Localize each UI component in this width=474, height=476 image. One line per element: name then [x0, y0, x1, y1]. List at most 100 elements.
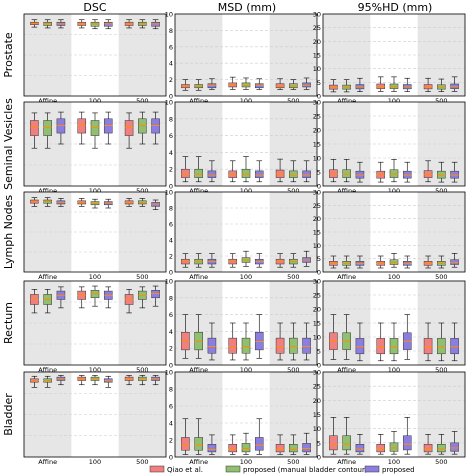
- box: [289, 170, 298, 178]
- y-tick-label: 10: [313, 425, 321, 433]
- panel-frame: [174, 13, 318, 97]
- panel-frame: [174, 371, 318, 458]
- box: [207, 444, 217, 453]
- y-tick-label: 2: [169, 166, 173, 174]
- col-title-95hd: 95%HD (mm): [358, 1, 433, 14]
- y-tick-label: 25: [313, 383, 321, 391]
- box: [228, 444, 238, 453]
- panel-frame: [23, 191, 167, 273]
- box: [376, 444, 386, 453]
- x-group-label: Affine: [337, 366, 356, 374]
- panel-frame: [174, 191, 318, 273]
- box: [241, 337, 251, 354]
- box: [302, 337, 311, 354]
- y-tick-label: 20: [313, 127, 321, 135]
- box: [402, 435, 412, 451]
- box: [437, 338, 446, 355]
- column-titles: DSC MSD (mm) 95%HD (mm): [83, 1, 432, 14]
- row-title: Rectum: [2, 302, 15, 344]
- y-tick-label: 4: [169, 60, 173, 68]
- x-group-label: 100: [89, 458, 101, 466]
- row-title: Lymph Nodes: [2, 195, 15, 270]
- x-group-label: 500: [136, 366, 148, 374]
- box: [30, 120, 39, 136]
- x-group-label: 500: [435, 97, 447, 105]
- x-group-label: Affine: [189, 273, 208, 281]
- x-group-label: Affine: [189, 97, 208, 105]
- x-group-label: 100: [240, 273, 252, 281]
- x-group-label: 500: [287, 273, 299, 281]
- box: [289, 444, 298, 453]
- box: [437, 444, 446, 453]
- y-tick-label: 5: [317, 348, 321, 356]
- x-group-label: Affine: [189, 187, 208, 195]
- x-group-label: 500: [435, 187, 447, 195]
- y-tick-label: 2: [169, 253, 173, 261]
- x-group-label: Affine: [38, 366, 57, 374]
- y-tick-label: 8: [169, 205, 173, 213]
- y-tick-label: 10: [313, 155, 321, 163]
- y-tick-label: 0: [317, 93, 321, 101]
- legend-swatch: [225, 465, 241, 473]
- x-group-label: 100: [388, 273, 400, 281]
- panel: 0 5 10 15 20 25 30 Affine 100 500: [313, 369, 466, 466]
- x-group-label: 100: [388, 187, 400, 195]
- x-group-label: Affine: [337, 458, 356, 466]
- x-group-label: 500: [435, 366, 447, 374]
- y-tick-label: 4: [169, 328, 173, 336]
- y-tick-label: 5: [317, 79, 321, 87]
- panel-frame: [23, 101, 167, 187]
- y-tick-label: 30: [313, 11, 321, 19]
- y-tick-label: 25: [313, 24, 321, 32]
- legend-label: proposed (manual bladder contour): [243, 466, 368, 474]
- y-tick-label: 10: [165, 278, 173, 286]
- y-tick-label: 8: [169, 27, 173, 35]
- x-group-label: 500: [136, 187, 148, 195]
- box: [207, 170, 217, 178]
- box: [275, 444, 285, 453]
- box: [355, 444, 365, 453]
- x-group-label: 500: [287, 458, 299, 466]
- panel: 0 5 10 15 20 25 30 Affine 100 500: [313, 11, 466, 105]
- row-title: Seminal Vesicles: [2, 98, 15, 190]
- x-group-label: 100: [388, 97, 400, 105]
- legend-swatch: [149, 465, 165, 473]
- x-group-label: Affine: [337, 187, 356, 195]
- y-tick-label: 8: [169, 115, 173, 123]
- x-group-label: 100: [388, 458, 400, 466]
- y-tick-label: 4: [169, 420, 173, 428]
- y-tick-label: 30: [313, 369, 321, 377]
- x-group-label: Affine: [337, 97, 356, 105]
- box: [450, 442, 459, 452]
- y-tick-label: 20: [313, 306, 321, 314]
- panel: Affine 100 500: [23, 371, 167, 466]
- panel: Affine 100 500: [23, 280, 167, 374]
- y-tick-label: 8: [169, 294, 173, 302]
- y-tick-label: 2: [169, 345, 173, 353]
- panel-frame: [322, 101, 466, 187]
- legend-label: proposed: [382, 466, 415, 474]
- panel: Affine 100 500: [23, 191, 167, 281]
- box: [376, 338, 386, 355]
- y-tick-label: 0: [317, 269, 321, 277]
- x-group-label: 100: [240, 366, 252, 374]
- box: [355, 338, 365, 355]
- box: [342, 435, 351, 451]
- y-tick-label: 0: [169, 93, 173, 101]
- y-tick-label: 6: [169, 221, 173, 229]
- y-tick-label: 10: [165, 369, 173, 377]
- x-group-label: 100: [89, 187, 101, 195]
- box: [254, 170, 264, 178]
- y-tick-label: 6: [169, 311, 173, 319]
- y-tick-label: 20: [313, 38, 321, 46]
- panel-frame: [322, 191, 466, 273]
- x-group-label: Affine: [337, 273, 356, 281]
- legend-label: Qiao et al.: [167, 466, 203, 474]
- x-group-label: 500: [136, 458, 148, 466]
- y-tick-label: 30: [313, 278, 321, 286]
- y-tick-label: 0: [169, 183, 173, 191]
